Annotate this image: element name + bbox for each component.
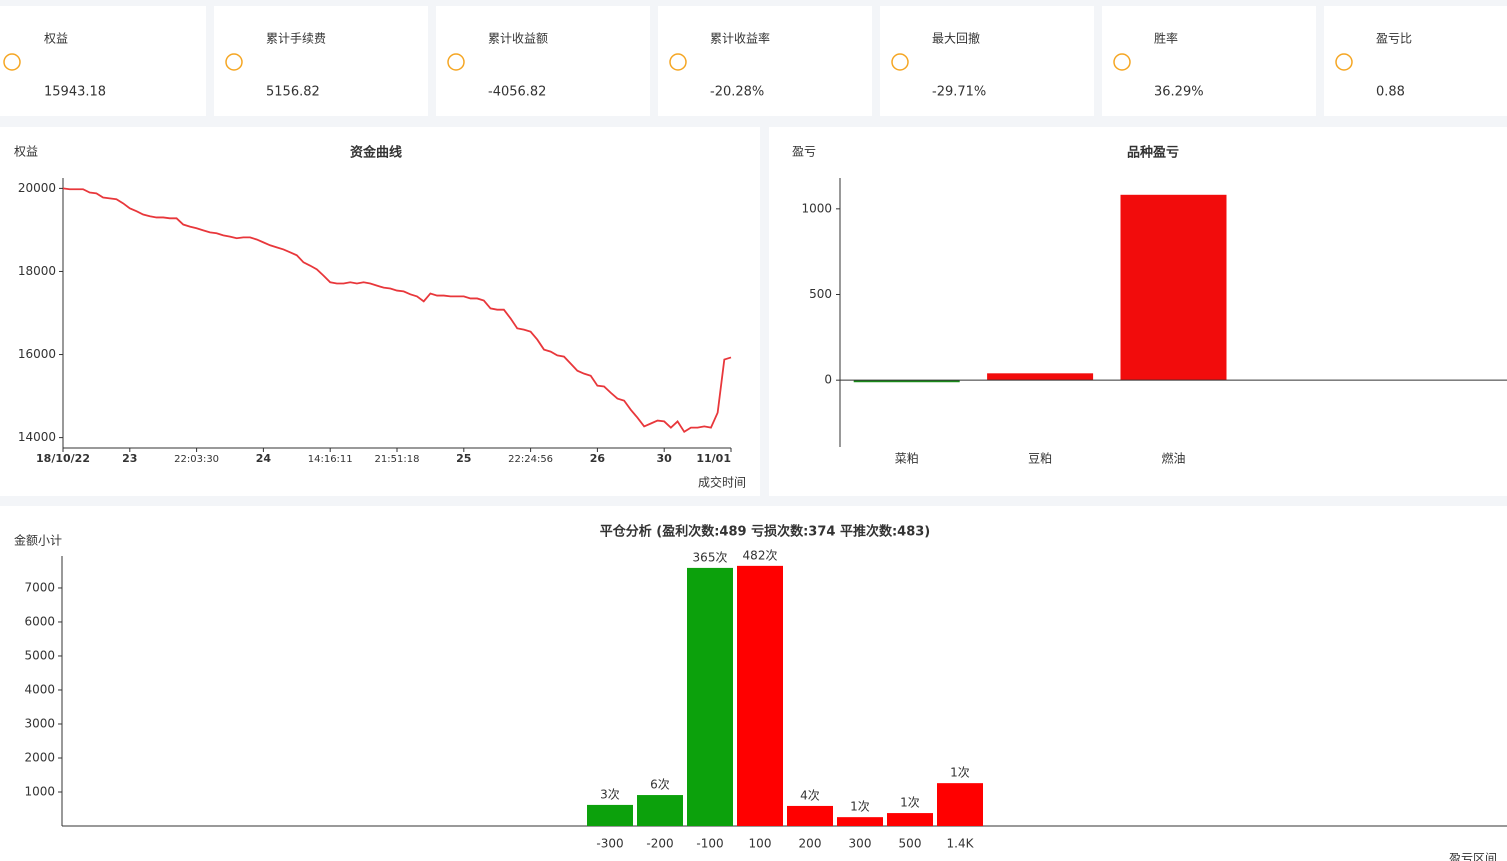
stat-label: 盈亏比: [1376, 32, 1412, 46]
x-tick-label: 14:16:11: [308, 454, 353, 465]
x-tick-label: 23: [122, 452, 137, 465]
stat-cards: 权益 15943.18 累计手续费 5156.82 累计收益额 -4056.82 累计收益率…: [0, 6, 1507, 116]
stat-icon: [891, 53, 909, 71]
stat-label: 胜率: [1154, 31, 1178, 46]
stat-icon: [669, 53, 687, 71]
stat-card: [436, 6, 650, 116]
x-axis-label: 成交时间: [698, 475, 746, 490]
bar-label: 4次: [800, 788, 820, 802]
stat-value: 15943.18: [44, 85, 106, 100]
y-tick-label: 20000: [18, 181, 56, 195]
bar: [853, 380, 960, 383]
bar: [787, 805, 833, 826]
x-tick-label: 豆粕: [1028, 451, 1052, 466]
stat-card: [658, 6, 872, 116]
bar-label: 3次: [600, 787, 620, 801]
stat-value: -20.28%: [710, 85, 764, 100]
y-tick-label: 5000: [24, 648, 55, 662]
y-tick-label: 6000: [24, 614, 55, 628]
y-tick-label: 18000: [18, 264, 56, 278]
x-tick-label: 18/10/22: [36, 452, 90, 465]
y-tick-label: 0: [824, 373, 832, 387]
y-tick-label: 7000: [24, 580, 55, 594]
bar-label: 1次: [900, 796, 920, 810]
stat-label: 累计收益额: [488, 32, 548, 46]
x-tick-label: 200: [799, 837, 822, 851]
bar: [1120, 194, 1227, 381]
x-tick-label: 菜粕: [895, 451, 919, 466]
bar-label: 365次: [693, 550, 728, 564]
y-tick-label: 2000: [24, 750, 55, 764]
x-tick-label: 燃油: [1161, 451, 1185, 466]
x-tick-label: 24: [256, 452, 272, 465]
chart-title: 品种盈亏: [1127, 145, 1179, 161]
stat-value: -29.71%: [932, 85, 986, 100]
x-tick-label: 25: [456, 452, 471, 465]
stat-card: [880, 6, 1094, 116]
x-tick-label: 30: [657, 452, 673, 465]
stat-card: [1102, 6, 1316, 116]
stat-icon: [225, 53, 243, 71]
panel: [0, 127, 760, 496]
bar: [737, 565, 783, 826]
bar: [587, 804, 633, 826]
x-tick-label: 21:51:18: [375, 454, 420, 465]
x-tick-label: -300: [596, 837, 623, 851]
bar-label: 6次: [650, 778, 670, 792]
stat-value: 5156.82: [266, 85, 320, 100]
y-tick-label: 500: [809, 287, 832, 301]
stat-label: 累计收益率: [710, 31, 770, 46]
y-axis-label: 权益: [14, 145, 38, 159]
x-tick-label: 300: [849, 837, 872, 851]
x-tick-label: -100: [696, 837, 723, 851]
y-tick-label: 1000: [801, 201, 832, 215]
x-tick-label: 22:24:56: [508, 454, 553, 465]
stat-icon: [1113, 53, 1131, 71]
y-tick-label: 1000: [24, 784, 55, 798]
x-tick-label: -200: [646, 837, 673, 851]
stat-label: 权益: [44, 32, 68, 46]
bar: [937, 783, 983, 826]
x-tick-label: 11/01: [696, 452, 731, 465]
x-axis-label: 盈亏区间: [1449, 852, 1497, 861]
stat-icon: [3, 53, 21, 71]
bar-label: 1次: [950, 766, 970, 780]
y-axis-label: 盈亏: [792, 145, 816, 159]
bar: [987, 373, 1094, 381]
stat-card: [1324, 6, 1507, 116]
x-tick-label: 1.4K: [947, 837, 975, 851]
y-tick-label: 3000: [24, 716, 55, 730]
y-tick-label: 16000: [18, 347, 56, 361]
chart-title: 平仓分析 (盈利次数:489 亏损次数:374 平推次数:483): [600, 524, 930, 540]
stat-value: 36.29%: [1154, 85, 1204, 100]
y-axis-label: 金额小计: [14, 533, 62, 548]
y-tick-label: 4000: [24, 682, 55, 696]
bar: [637, 795, 683, 826]
bar-label: 482次: [743, 548, 778, 562]
stat-icon: [447, 53, 465, 71]
stat-card: [0, 6, 206, 116]
stat-value: 0.88: [1376, 85, 1405, 100]
stat-label: 最大回撤: [932, 31, 980, 46]
stat-label: 累计手续费: [266, 32, 326, 46]
x-tick-label: 500: [899, 837, 922, 851]
bar-label: 1次: [850, 800, 870, 814]
bar: [837, 817, 883, 826]
x-tick-label: 22:03:30: [174, 454, 219, 465]
bar: [687, 567, 733, 826]
stat-value: -4056.82: [488, 85, 546, 100]
x-tick-label: 100: [749, 837, 772, 851]
equity-line: [62, 187, 732, 434]
chart-title: 资金曲线: [350, 145, 402, 161]
stat-icon: [1335, 53, 1353, 71]
bar: [887, 813, 933, 826]
y-tick-label: 14000: [18, 430, 56, 444]
stat-card: [214, 6, 428, 116]
x-tick-label: 26: [590, 452, 606, 465]
